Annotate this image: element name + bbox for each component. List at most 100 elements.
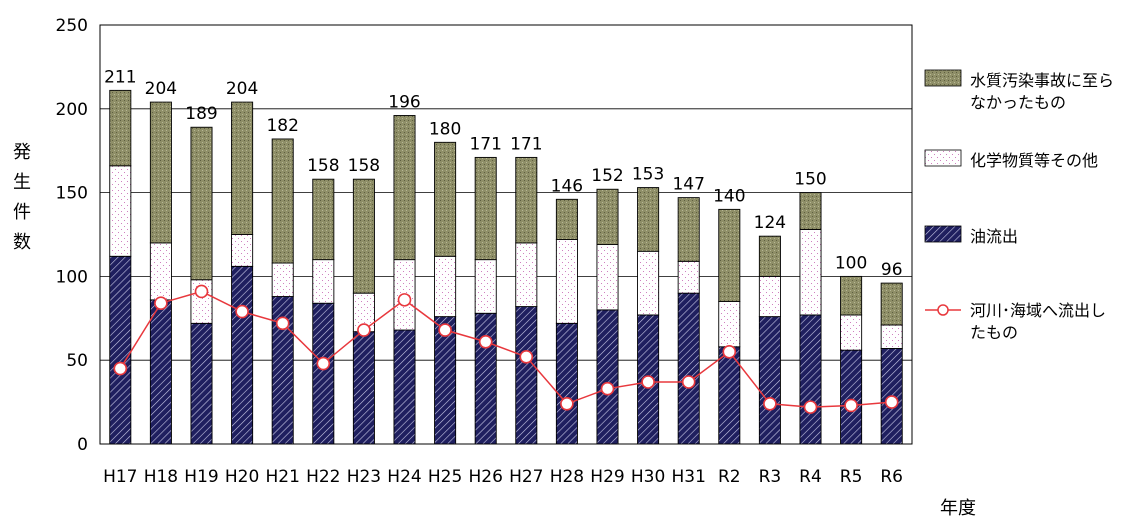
bar-chem-R4 — [799, 229, 822, 316]
line-point-R4 — [803, 400, 818, 414]
bar-noacc-H20 — [231, 101, 254, 235]
total-label-H24: 196 — [388, 93, 420, 113]
bar-noacc-R4 — [799, 192, 822, 230]
bar-noacc-H17 — [109, 89, 132, 167]
total-label-R6: 96 — [881, 260, 903, 280]
total-label-H27: 171 — [510, 134, 542, 154]
legend-item-noacc: 水質汚染事故に至ら なかったもの — [924, 69, 1114, 112]
bar-oil-H27 — [515, 306, 538, 445]
total-label-H28: 146 — [551, 176, 583, 196]
bar-oil-H24 — [393, 329, 416, 445]
total-label-H29: 152 — [591, 166, 623, 186]
bar-chem-H21 — [271, 262, 294, 297]
legend: 水質汚染事故に至ら なかったもの 化学物質等その他 油流出 河川･海域へ流出し … — [924, 69, 1114, 342]
total-label-R5: 100 — [835, 253, 867, 273]
bar-chem-R3 — [758, 275, 781, 318]
bar-chem-R5 — [840, 314, 863, 351]
plot-frame — [99, 24, 913, 445]
x-tick-label-H30: H30 — [631, 467, 665, 487]
total-label-H19: 189 — [185, 104, 217, 124]
total-label-H18: 204 — [145, 79, 177, 99]
total-label-R3: 124 — [754, 213, 786, 233]
y-axis-title-char-2: 件 — [13, 202, 31, 223]
x-tick-label-R3: R3 — [759, 467, 782, 487]
bar-noacc-H28 — [555, 198, 578, 240]
bar-oil-H23 — [352, 331, 375, 445]
x-tick-label-H28: H28 — [550, 467, 584, 487]
x-tick-label-H21: H21 — [265, 467, 299, 487]
y-tick-label-0: 0 — [77, 435, 88, 455]
bar-noacc-H21 — [271, 138, 294, 264]
y-tick-label-50: 50 — [66, 351, 88, 371]
line-point-H28 — [560, 396, 574, 411]
line-point-H30 — [641, 375, 655, 389]
bar-oil-R3 — [758, 316, 781, 445]
total-label-H23: 158 — [348, 156, 380, 176]
line-point-H19 — [194, 284, 209, 299]
x-tick-label-H17: H17 — [103, 467, 137, 487]
legend-swatch-oil — [924, 225, 962, 243]
bar-oil-H29 — [596, 309, 619, 445]
legend-marker-swatch — [937, 304, 949, 316]
total-labels: 211 204 189 204 182 158 158 196 180 171 171 146 152 1… — [104, 67, 902, 280]
line-point-H23 — [357, 323, 371, 337]
legend-item-oil: 油流出 — [924, 225, 1018, 246]
x-tick-label-R6: R6 — [880, 467, 903, 487]
line-point-H25 — [438, 323, 452, 337]
bar-oil-H31 — [677, 292, 700, 445]
x-tick-label-H22: H22 — [306, 467, 340, 487]
bar-noacc-H24 — [393, 115, 416, 261]
legend-label-line-2: たもの — [970, 323, 1018, 342]
gridlines — [100, 108, 912, 361]
x-tick-label-H23: H23 — [347, 467, 381, 487]
x-tick-label-H20: H20 — [225, 467, 259, 487]
line-point-H21 — [275, 316, 290, 331]
bar-oil-H20 — [231, 265, 254, 445]
total-label-R2: 140 — [713, 186, 745, 206]
bar-noacc-H22 — [312, 178, 335, 261]
bar-oil-H26 — [474, 312, 497, 445]
bar-noacc-H26 — [474, 156, 497, 261]
bar-noacc-H30 — [637, 187, 660, 252]
total-label-H31: 147 — [672, 175, 704, 195]
bar-noacc-R5 — [840, 275, 863, 316]
bar-noacc-R2 — [718, 208, 741, 302]
bar-chem-R2 — [718, 301, 741, 348]
x-tick-label-H31: H31 — [671, 467, 705, 487]
y-axis-title-char-1: 生 — [13, 172, 31, 193]
bar-noacc-R3 — [758, 235, 781, 277]
total-label-R4: 150 — [794, 170, 826, 190]
bar-chem-H18 — [149, 242, 172, 301]
line-point-H29 — [600, 381, 615, 396]
legend-swatch-noacc — [924, 69, 962, 87]
legend-item-chem: 化学物質等その他 — [924, 149, 1098, 170]
bar-oil-H19 — [190, 322, 213, 445]
bar-chem-H25 — [434, 255, 457, 318]
bar-noacc-H19 — [190, 126, 213, 281]
bar-chem-R6 — [880, 324, 903, 349]
bar-oil-H28 — [555, 322, 578, 445]
bar-chem-H22 — [312, 259, 335, 304]
line-point-H17 — [113, 361, 128, 376]
total-label-H25: 180 — [429, 119, 461, 139]
line-point-R3 — [763, 396, 777, 411]
x-axis: H17 H18 H19 H20 H21 H22 H23 H24 H25 H26 H27 H28 H29 H… — [103, 467, 903, 487]
line-point-H22 — [316, 356, 331, 371]
bar-chem-H29 — [596, 244, 619, 311]
y-axis: 0 50 100 150 200 250 — [56, 16, 88, 455]
legend-label-oil: 油流出 — [970, 227, 1018, 246]
x-tick-label-R5: R5 — [840, 467, 863, 487]
bar-noacc-H31 — [677, 197, 700, 262]
legend-label-chem: 化学物質等その他 — [970, 151, 1098, 170]
bar-chem-H26 — [474, 259, 497, 314]
total-label-H20: 204 — [226, 79, 258, 99]
bar-oil-R5 — [840, 349, 863, 445]
bar-noacc-R6 — [880, 282, 903, 326]
legend-label-line: 河川･海域へ流出し — [970, 301, 1106, 320]
y-tick-label-200: 200 — [56, 100, 88, 120]
legend-label-noacc-2: なかったもの — [970, 93, 1066, 112]
line-point-H26 — [478, 334, 493, 349]
line-path — [119, 290, 892, 408]
legend-label-noacc: 水質汚染事故に至ら — [970, 71, 1114, 90]
